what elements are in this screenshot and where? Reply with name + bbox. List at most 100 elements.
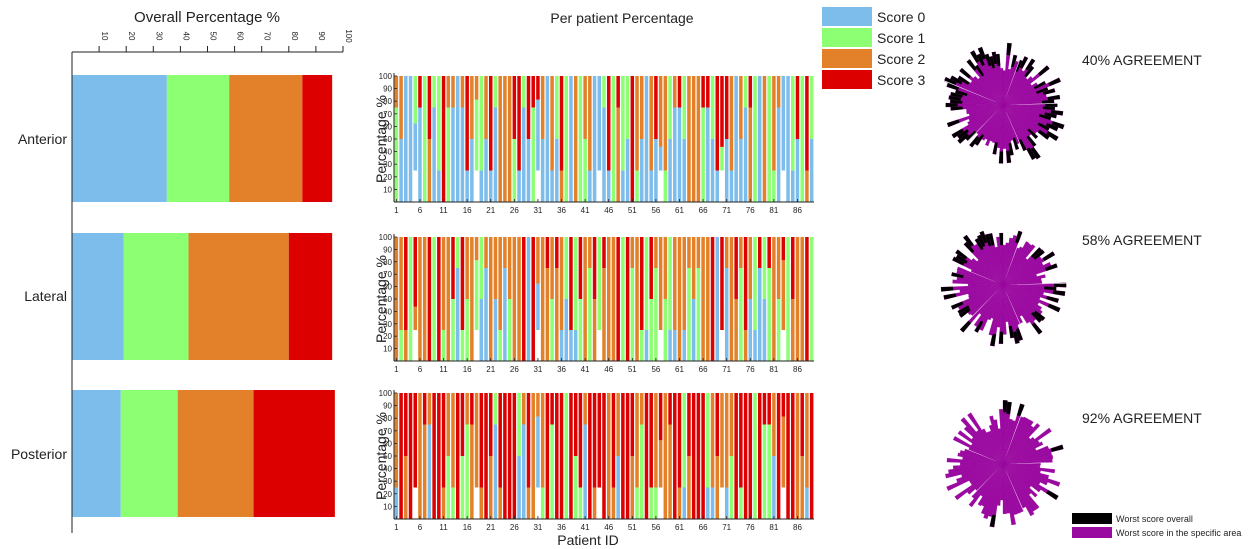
patient-bar-7-score2 [422,424,427,519]
patient-bar-11-score1 [441,330,446,361]
patient-bar-31-score2 [536,393,540,417]
patient-bar-34-score1 [550,299,554,361]
patient-bar-31-score0 [536,99,540,171]
overall-tick-label-50: 50 [209,32,218,41]
patient-bar-51-score3 [630,76,635,202]
patient-bar-8-score3 [427,237,432,361]
polar-worst-1-37 [1030,147,1041,160]
patient-bar-11-score2 [441,237,446,330]
patient-bar-44-score1 [597,237,602,330]
patient-bar-41-score2 [583,393,587,425]
patient-bar-26-score2 [512,237,517,361]
patient-bar-77-score0 [753,330,757,361]
polar-worst-2-77 [955,249,968,260]
category-label-lateral: Lateral [24,288,67,304]
per-patient-ytick-label-40: 40 [383,307,392,316]
patient-bar-25-score1 [507,299,512,361]
polar-worst-1-16 [1033,81,1046,90]
per-patient-xtick-label-21: 21 [486,206,495,215]
patient-bar-70-score3 [720,237,724,330]
patient-bar-28-score0 [522,424,526,519]
per-patient-xtick-label-51: 51 [628,365,637,374]
patient-bar-82-score1 [776,299,781,361]
patient-bar-72-score0 [729,170,734,202]
patient-bar-23-score1 [498,330,502,361]
patient-bar-43-score3 [592,237,597,299]
patient-bar-43-score3 [592,393,597,488]
polar-worst-1-70 [948,95,961,101]
patient-bar-34-score3 [550,393,554,425]
category-label-anterior: Anterior [18,131,67,147]
patient-bar-60-score2 [673,76,677,108]
polar-worst-1-81 [966,59,977,71]
polar-worst-2-59 [959,307,971,318]
patient-bar-14-score1 [455,237,460,268]
patient-bar-47-score2 [611,487,616,519]
patient-bar-77-score1 [753,76,757,202]
patient-bar-13-score2 [451,76,455,108]
patient-bar-32-score2 [540,393,545,488]
patient-bar-42-score2 [588,76,592,171]
polar-worst-1-36 [1026,135,1037,147]
patient-bar-32-score2 [540,76,545,139]
patient-bar-80-score3 [767,393,771,425]
per-patient-xtick-label-26: 26 [510,365,519,374]
patient-bar-38-score0 [569,330,573,361]
per-patient-ytick-label-30: 30 [383,477,392,486]
patient-bar-75-score1 [743,76,748,108]
polar-worst-1-2 [1006,43,1012,56]
per-patient-xtick-label-86: 86 [793,365,802,374]
patient-bar-44-score3 [597,393,602,488]
agreement-label-posterior: 92% AGREEMENT [1082,410,1202,426]
patient-bar-22-score1 [493,76,498,108]
overall-chart: Overall Percentage % 10 20 30 40 50 60 70 80 90 1… [11,9,353,533]
patient-bar-65-score3 [696,393,701,519]
patient-bar-83-score0 [781,76,786,171]
polar-worst-1-87 [989,56,996,69]
patient-bar-7-score2 [422,237,427,361]
patient-bar-1-score2 [394,76,399,108]
polar-worst-2-48 [990,333,997,347]
patient-bar-37-score1 [564,237,569,299]
polar-worst-1-67 [950,106,963,111]
polar-gap-2-74 [965,269,996,282]
patient-bar-84-score1 [786,237,790,361]
patient-bar-11-score3 [441,393,446,488]
patient-bar-53-score3 [639,237,644,330]
per-patient-xtick-label-66: 66 [699,365,708,374]
overall-bar-anterior-score1 [166,75,230,202]
patient-bar-21-score3 [488,393,493,456]
per-patient-xtick-label-46: 46 [604,206,613,215]
per-patient-ylabel: Percentage % [373,95,389,183]
patient-bar-55-score3 [649,237,653,299]
patient-bar-59-score0 [668,330,672,361]
per-patient-xtick-label-1: 1 [394,206,399,215]
patient-bar-27-score0 [517,456,521,519]
per-patient-ytick-label-40: 40 [383,465,392,474]
patient-bar-75-score0 [743,107,748,202]
overall-tick-label-40: 40 [181,32,190,41]
patient-bar-7-score1 [422,76,427,202]
patient-bar-50-score0 [625,139,630,202]
polar-worst-1-26 [1044,112,1057,119]
patient-bar-35-score0 [555,139,559,202]
patient-bar-83-score2 [781,260,786,330]
patient-bar-38-score3 [569,393,573,519]
polar-worst-2-84 [977,234,986,248]
patient-bar-27-score1 [517,393,521,456]
patient-bar-81-score2 [772,76,776,171]
polar-worst-1-39 [1018,138,1027,152]
patient-bar-73-score0 [734,76,738,202]
patient-bar-56-score1 [654,268,658,361]
patient-bar-69-score3 [715,393,720,456]
patient-bar-10-score1 [437,76,441,171]
patient-bar-35-score3 [555,237,559,268]
patient-bar-54-score3 [644,393,649,519]
patient-bar-18-score2 [474,393,479,488]
patient-bar-21-score2 [488,456,493,519]
polar-worst-2-18 [1045,263,1058,271]
overall-bar-posterior-score2 [177,390,254,517]
patient-bar-66-score3 [701,393,705,519]
